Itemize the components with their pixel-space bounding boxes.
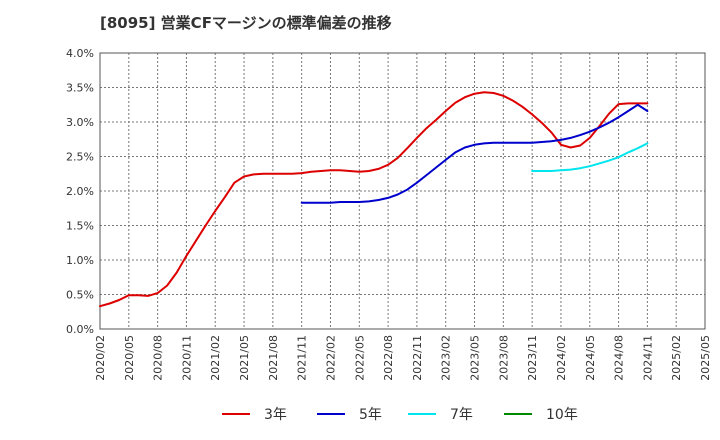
plot-border — [99, 52, 706, 330]
y-tick-label: 1.5% — [66, 220, 94, 233]
x-tick-label: 2022/02 — [324, 335, 337, 381]
x-tick-label: 2022/05 — [353, 335, 366, 381]
legend-label: 5年 — [359, 407, 382, 423]
grid-layer — [100, 53, 705, 329]
x-tick-label: 2021/11 — [296, 335, 309, 381]
x-tick-label: 2024/02 — [555, 335, 568, 381]
x-tick-label: 2023/02 — [440, 335, 453, 381]
series-line-2 — [531, 142, 649, 172]
x-tick-label: 2024/05 — [584, 335, 597, 381]
x-tick-label: 2023/05 — [469, 335, 482, 381]
x-tick-label: 2021/08 — [267, 335, 280, 381]
x-tick-label: 2021/02 — [209, 335, 222, 381]
x-tick-label: 2020/11 — [180, 335, 193, 381]
x-tick-label: 2020/05 — [123, 335, 136, 381]
series-line-1 — [300, 103, 649, 204]
y-tick-label: 0.0% — [66, 323, 94, 336]
x-tick-label: 2020/02 — [94, 335, 107, 381]
y-tick-label: 2.0% — [66, 185, 94, 198]
y-tick-label: 2.5% — [66, 151, 94, 164]
legend-layer: 3年 5年 7年 10年 — [222, 407, 578, 423]
x-tick-label: 2022/08 — [382, 335, 395, 381]
y-tick-label: 0.5% — [66, 289, 94, 302]
x-tick-label: 2021/05 — [238, 335, 251, 381]
y-tick-label: 3.5% — [66, 82, 94, 95]
x-tick-label: 2025/02 — [670, 335, 683, 381]
x-tick-label: 2023/08 — [497, 335, 510, 381]
series-layer — [99, 91, 649, 308]
x-tick-label: 2024/11 — [641, 335, 654, 381]
axis-layer: 0.0% 0.5% 1.0% 1.5% 2.0% 2.5% 3.0% 3.5% 4.0% 2020… — [66, 47, 712, 381]
x-tick-label: 2022/11 — [411, 335, 424, 381]
legend-label: 10年 — [546, 407, 578, 423]
legend-label: 3年 — [264, 407, 287, 423]
y-tick-label: 1.0% — [66, 254, 94, 267]
y-tick-label: 4.0% — [66, 47, 94, 60]
x-tick-label: 2024/08 — [613, 335, 626, 381]
y-tick-label: 3.0% — [66, 116, 94, 129]
x-tick-label: 2025/05 — [699, 335, 712, 381]
series-line-0 — [99, 91, 649, 308]
legend-label: 7年 — [450, 407, 473, 423]
x-tick-label: 2023/11 — [526, 335, 539, 381]
chart-title: [8095] 営業CFマージンの標準偏差の推移 — [100, 14, 392, 32]
x-tick-label: 2020/08 — [152, 335, 165, 381]
